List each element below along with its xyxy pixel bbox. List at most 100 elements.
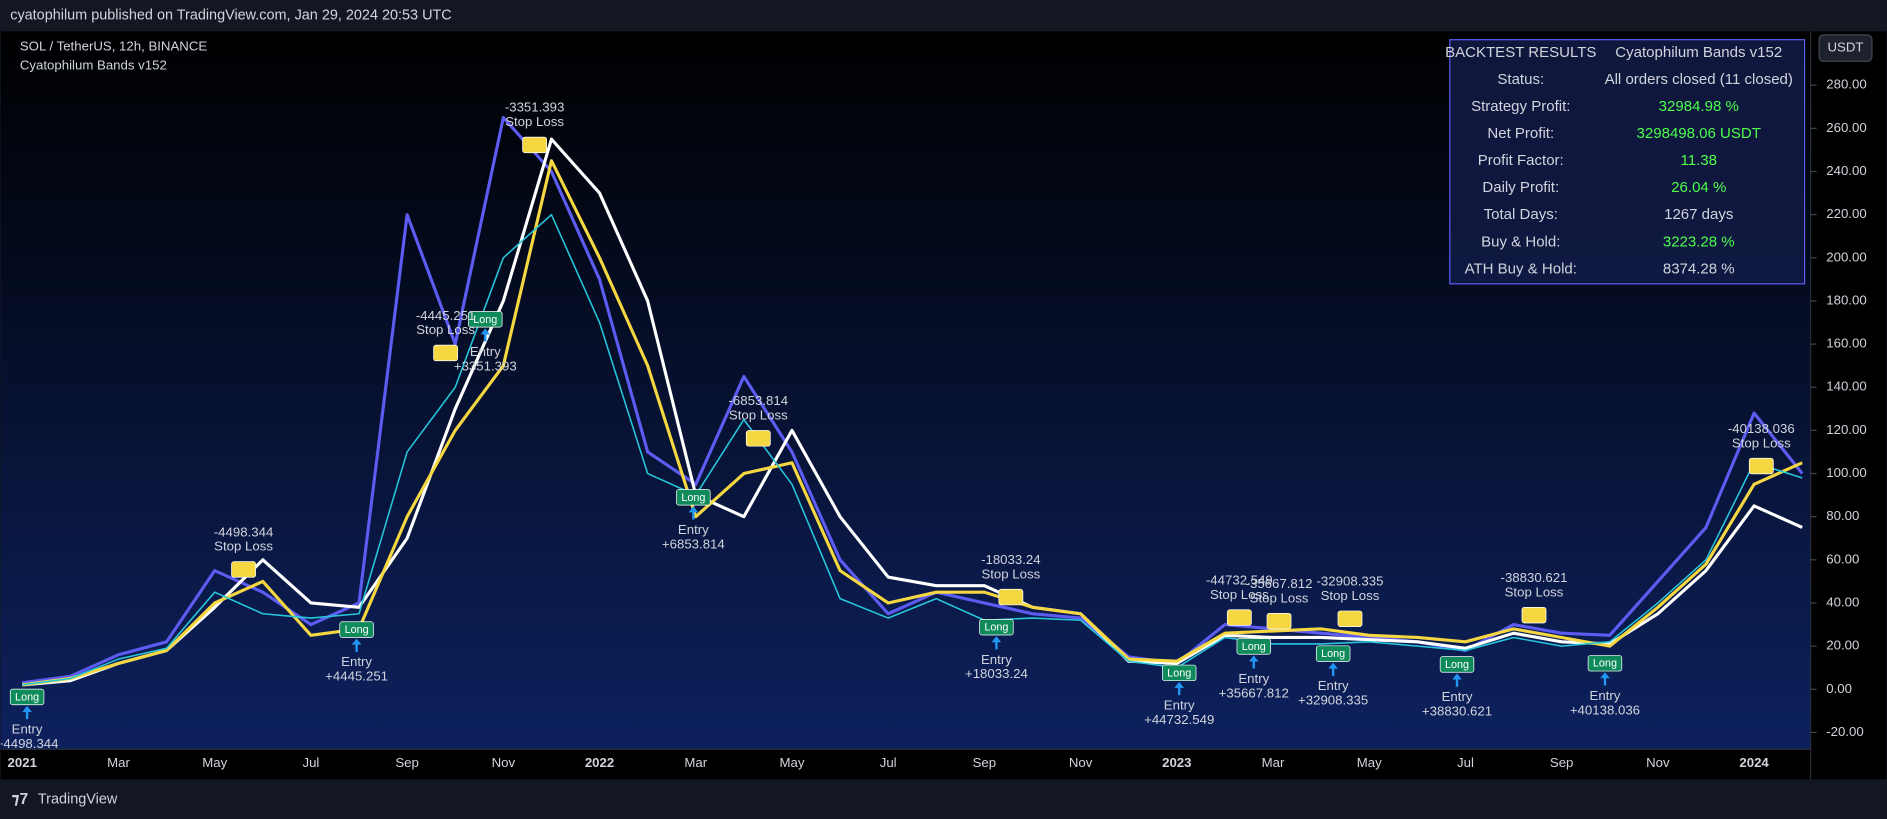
x-tick-label: Jul xyxy=(880,755,897,770)
entry-label: Entry xyxy=(1164,697,1195,712)
entry-label: Entry xyxy=(1318,678,1349,693)
long-badge-label: Long xyxy=(345,624,369,636)
stop-badge xyxy=(1266,612,1292,630)
entry-arrow xyxy=(1600,672,1610,686)
y-tick-label: 100.00 xyxy=(1826,465,1866,480)
y-tick-label: 80.00 xyxy=(1826,508,1859,523)
logo-mark: ⁊7 xyxy=(11,791,28,808)
x-tick-label: Mar xyxy=(1262,755,1285,770)
price-axis xyxy=(1810,31,1887,780)
entry-label: Entry xyxy=(1238,671,1269,686)
table-label: Status: xyxy=(1497,71,1544,88)
x-tick-label: Jul xyxy=(1457,755,1474,770)
y-tick-label: 280.00 xyxy=(1826,77,1866,92)
entry-label: +6853.814 xyxy=(662,536,725,551)
time-axis xyxy=(0,749,1811,780)
stop-badge xyxy=(522,136,547,154)
table-rows: BACKTEST RESULTS Cyatophilum Bands v152 St… xyxy=(1445,44,1793,277)
stop-label: Stop Loss xyxy=(214,539,273,554)
table-label: ATH Buy & Hold: xyxy=(1465,260,1577,277)
y-tick-label: 180.00 xyxy=(1826,292,1866,307)
currency-badge[interactable] xyxy=(1818,34,1873,62)
table-value: All orders closed (11 closed) xyxy=(1605,71,1793,88)
stop-label: Stop Loss xyxy=(981,566,1040,581)
entry-arrow xyxy=(1248,655,1259,669)
x-tick-label: Sep xyxy=(1550,755,1574,770)
long-badge-label: Long xyxy=(1321,648,1345,660)
stop-badge xyxy=(1337,610,1363,627)
y-tick-label: 0.00 xyxy=(1826,681,1852,696)
x-tick-label: 2021 xyxy=(8,755,37,770)
table-label: Strategy Profit: xyxy=(1471,98,1570,115)
entry-arrow xyxy=(22,705,32,720)
long-badge-label: Long xyxy=(984,622,1008,634)
indicator-legend: Cyatophilum Bands v152 xyxy=(20,58,167,73)
x-tick-label: Nov xyxy=(1069,755,1093,770)
y-tick-label: 20.00 xyxy=(1826,638,1859,653)
series-line xyxy=(22,137,1803,687)
entry-label: +18033.24 xyxy=(965,666,1028,681)
x-tick-label: Nov xyxy=(492,755,516,770)
entry-label: Entry xyxy=(470,344,501,359)
entry-arrow xyxy=(351,638,362,652)
x-tick-label: Nov xyxy=(1646,755,1670,770)
table-value: Cyatophilum Bands v152 xyxy=(1615,44,1782,61)
y-tick-label: 260.00 xyxy=(1826,120,1866,135)
axes: -20.00 0.00 20.00 40.00 60.00 80.00 100.00 120.… xyxy=(8,77,1867,770)
y-tick-label: 160.00 xyxy=(1826,336,1866,351)
stop-label: Stop Loss xyxy=(1210,587,1269,602)
series-line xyxy=(22,213,1803,686)
long-badge xyxy=(1315,645,1351,662)
entry-arrow xyxy=(1452,673,1462,687)
long-badge xyxy=(468,311,503,328)
x-tick-label: 2023 xyxy=(1162,755,1191,770)
stop-label: -6853.814 xyxy=(729,393,789,408)
stop-label: -40138.036 xyxy=(1728,421,1795,436)
symbol-legend: SOL / TetherUS, 12h, BINANCE xyxy=(20,38,208,53)
y-tick-label: 240.00 xyxy=(1826,163,1866,178)
x-tick-label: Sep xyxy=(395,755,419,770)
entry-label: Entry xyxy=(341,654,372,669)
table-label: BACKTEST RESULTS xyxy=(1445,44,1596,61)
entry-arrow xyxy=(480,328,491,342)
y-tick-label: 140.00 xyxy=(1826,379,1866,394)
stop-label: Stop Loss xyxy=(416,322,475,337)
y-tick-label: 220.00 xyxy=(1826,206,1866,221)
x-tick-label: Jul xyxy=(302,755,319,770)
long-badge xyxy=(1587,655,1623,672)
table-label: Profit Factor: xyxy=(1478,152,1564,169)
y-tick-label: 60.00 xyxy=(1826,551,1859,566)
stop-label: Stop Loss xyxy=(1505,584,1564,599)
x-tick-label: 2022 xyxy=(585,755,614,770)
table-label: Buy & Hold: xyxy=(1481,233,1560,250)
stop-label: Stop Loss xyxy=(1732,435,1791,450)
long-badge-label: Long xyxy=(1167,667,1191,679)
table-value: 26.04 % xyxy=(1671,179,1726,196)
stop-label: Stop Loss xyxy=(505,114,564,129)
stop-label: -32908.335 xyxy=(1317,574,1384,589)
currency-label: USDT xyxy=(1827,40,1863,55)
x-tick-label: May xyxy=(779,755,804,770)
entry-arrow xyxy=(1328,662,1338,676)
long-badge-label: Long xyxy=(15,691,39,703)
stop-label: -4498.344 xyxy=(214,524,274,539)
table-label: Daily Profit: xyxy=(1482,179,1559,196)
stop-badge xyxy=(433,344,458,362)
plot: LongEntry+4498.344LongEntry+4445.251Long… xyxy=(1,100,1804,749)
stop-badge xyxy=(1226,609,1252,626)
entry-label: Entry xyxy=(12,722,43,737)
y-tick-label: 120.00 xyxy=(1826,422,1866,437)
stop-label: -4445.251 xyxy=(416,308,476,323)
entry-arrow xyxy=(688,506,699,520)
long-badge-label: Long xyxy=(1242,641,1266,653)
entry-label: +40138.036 xyxy=(1570,702,1640,717)
y-tick-label: 40.00 xyxy=(1826,594,1859,609)
long-badge-label: Long xyxy=(1593,658,1617,670)
y-tick-label: -20.00 xyxy=(1826,724,1863,739)
backtest-table xyxy=(1449,39,1806,285)
entry-label: +3351.393 xyxy=(454,358,517,373)
entry-arrow xyxy=(991,636,1002,650)
table-value: 8374.28 % xyxy=(1663,260,1735,277)
byline: cyatophilum published on TradingView.com… xyxy=(10,7,451,23)
